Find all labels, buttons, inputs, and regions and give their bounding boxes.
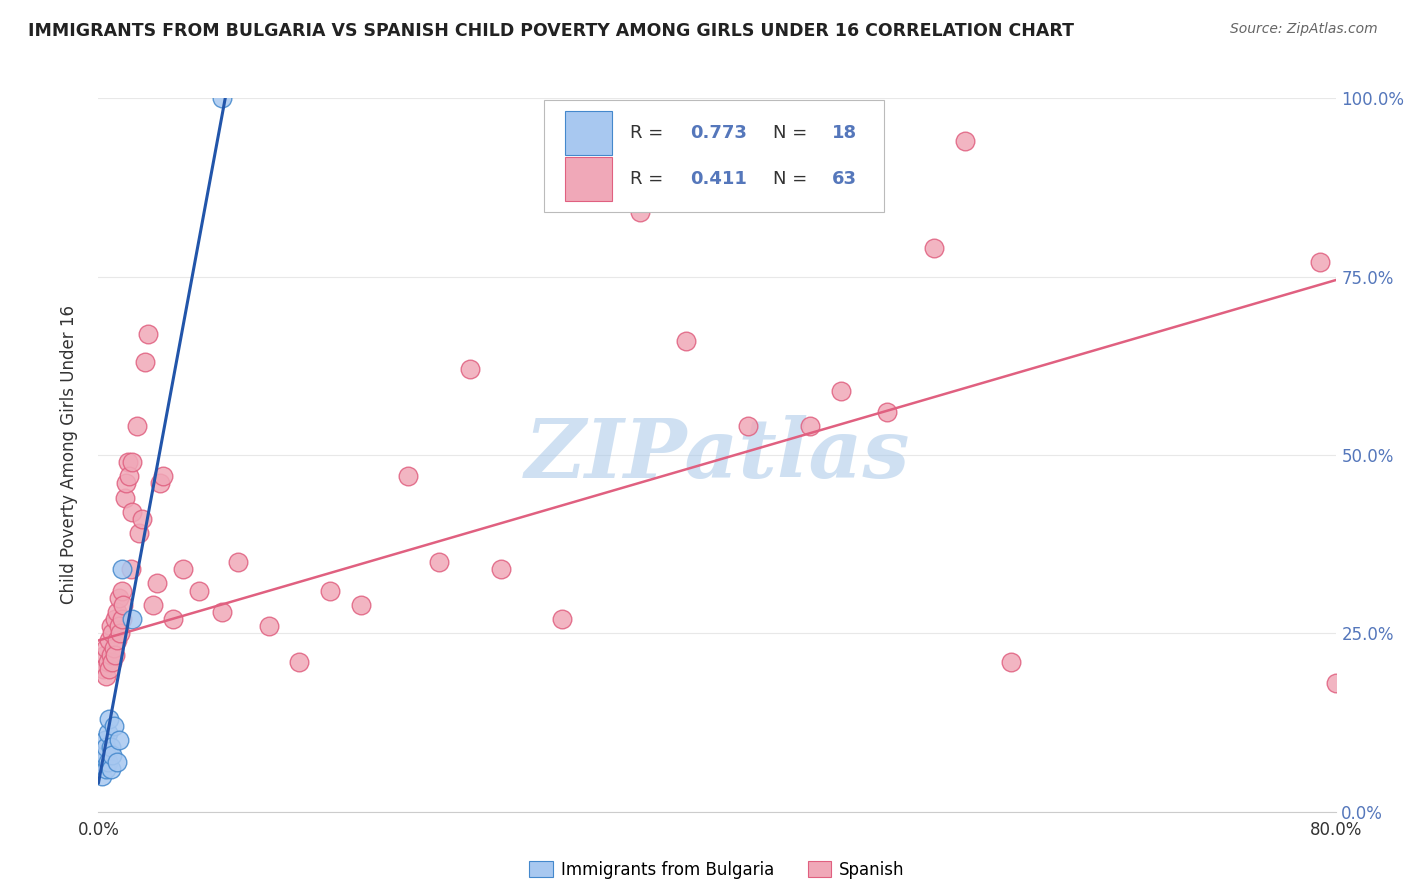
Point <box>97 755 120 769</box>
Point <box>101 747 124 762</box>
Point <box>120 562 142 576</box>
Point <box>111 612 134 626</box>
Point <box>173 562 195 576</box>
Point <box>111 562 134 576</box>
Point <box>96 740 118 755</box>
Point <box>112 598 135 612</box>
Point <box>121 505 143 519</box>
Point <box>128 526 150 541</box>
Point <box>96 762 118 776</box>
Point <box>142 598 165 612</box>
Point <box>288 655 311 669</box>
FancyBboxPatch shape <box>565 111 612 155</box>
Legend: Immigrants from Bulgaria, Spanish: Immigrants from Bulgaria, Spanish <box>523 855 911 886</box>
Point <box>136 326 159 341</box>
Point <box>830 384 852 398</box>
Point <box>737 419 759 434</box>
Point <box>319 583 342 598</box>
Point <box>98 662 121 676</box>
Point <box>105 605 128 619</box>
Point <box>1309 255 1331 269</box>
Point <box>98 712 121 726</box>
Text: Source: ZipAtlas.com: Source: ZipAtlas.com <box>1230 22 1378 37</box>
Text: R =: R = <box>630 170 669 188</box>
Point <box>104 648 127 662</box>
Point <box>105 633 128 648</box>
Point <box>152 469 174 483</box>
Text: 0.411: 0.411 <box>690 170 747 188</box>
Text: 0.773: 0.773 <box>690 124 747 142</box>
Text: N =: N = <box>773 170 813 188</box>
Text: R =: R = <box>630 124 669 142</box>
Point <box>675 334 697 348</box>
Point <box>211 91 233 105</box>
Point <box>131 512 153 526</box>
Point <box>100 648 122 662</box>
FancyBboxPatch shape <box>565 157 612 202</box>
Point <box>108 626 131 640</box>
Point <box>91 662 114 676</box>
Point <box>105 755 128 769</box>
Point <box>211 605 233 619</box>
Point <box>188 583 211 598</box>
Point <box>97 726 120 740</box>
Point <box>458 362 481 376</box>
Point <box>876 405 898 419</box>
Point <box>146 576 169 591</box>
Point <box>91 755 114 769</box>
Point <box>134 355 156 369</box>
Point <box>799 419 821 434</box>
Point <box>111 583 134 598</box>
Point <box>100 762 122 776</box>
Point <box>115 476 138 491</box>
Text: 18: 18 <box>832 124 858 142</box>
FancyBboxPatch shape <box>544 100 884 212</box>
Point <box>107 619 129 633</box>
Point <box>257 619 280 633</box>
Text: ZIPatlas: ZIPatlas <box>524 415 910 495</box>
Text: IMMIGRANTS FROM BULGARIA VS SPANISH CHILD POVERTY AMONG GIRLS UNDER 16 CORRELATI: IMMIGRANTS FROM BULGARIA VS SPANISH CHIL… <box>28 22 1074 40</box>
Point <box>121 612 143 626</box>
Point <box>96 669 118 683</box>
Point <box>97 655 120 669</box>
Point <box>226 555 249 569</box>
Text: 63: 63 <box>832 170 858 188</box>
Point <box>350 598 373 612</box>
Point <box>104 612 127 626</box>
Point <box>90 769 112 783</box>
Y-axis label: Child Poverty Among Girls Under 16: Child Poverty Among Girls Under 16 <box>59 305 77 605</box>
Point <box>628 205 651 219</box>
Point <box>117 455 139 469</box>
Point <box>162 612 184 626</box>
Point <box>101 626 124 640</box>
Point <box>489 562 512 576</box>
Point <box>427 555 450 569</box>
Point <box>953 134 976 148</box>
Point <box>396 469 419 483</box>
Point <box>101 655 124 669</box>
Point <box>118 469 141 483</box>
Point <box>1324 676 1347 690</box>
Point <box>121 455 143 469</box>
Point <box>100 740 122 755</box>
Point <box>107 591 129 605</box>
Point <box>107 733 129 747</box>
Point <box>93 733 115 747</box>
Point <box>1000 655 1022 669</box>
Point <box>127 419 149 434</box>
Point <box>96 640 118 655</box>
Point <box>93 648 115 662</box>
Point <box>93 747 115 762</box>
Point <box>922 241 945 255</box>
Point <box>103 640 125 655</box>
Point <box>100 619 122 633</box>
Point <box>149 476 172 491</box>
Point <box>551 612 574 626</box>
Text: N =: N = <box>773 124 813 142</box>
Point <box>103 719 125 733</box>
Point <box>98 633 121 648</box>
Point <box>114 491 136 505</box>
